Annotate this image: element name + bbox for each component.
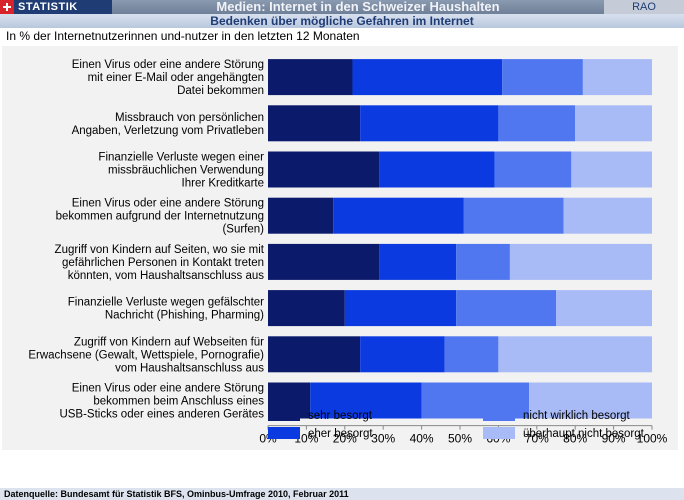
bar-segment — [333, 197, 464, 234]
x-tick-label: 70% — [525, 432, 549, 446]
bar-segment — [352, 59, 503, 96]
bar-segment — [268, 151, 380, 188]
bar-segment — [344, 290, 457, 327]
bar-segment — [529, 382, 652, 419]
bar-segment — [268, 59, 353, 96]
legend-swatch — [268, 427, 300, 439]
x-tick-label: 20% — [333, 432, 357, 446]
bar-segment — [268, 336, 361, 373]
category-label: bekommen beim Anschluss eines — [93, 396, 264, 408]
bar-segment — [509, 243, 652, 280]
header-code: RAO — [604, 0, 684, 14]
bar-segment — [456, 290, 556, 327]
x-tick-label: 10% — [294, 432, 318, 446]
category-label: Zugriff von Kindern auf Webseiten für — [74, 336, 264, 348]
brand-label: STATISTIK — [18, 1, 78, 13]
brand-block: STATISTIK — [0, 0, 112, 14]
bar-segment — [360, 105, 499, 142]
bar-segment — [463, 197, 564, 234]
bar-segment — [268, 197, 334, 234]
bar-segment — [268, 243, 380, 280]
category-label: Einen Virus oder eine andere Störung — [72, 198, 264, 210]
category-label: missbräuchlichen Verwendung — [108, 165, 264, 177]
category-label: Ihrer Kreditkarte — [182, 178, 264, 190]
x-tick-label: 50% — [448, 432, 472, 446]
chart-area: Einen Virus oder eine andere Störung mit … — [2, 46, 678, 450]
category-label: Finanzielle Verluste wegen gefälschter — [68, 297, 264, 309]
legend-label: nicht wirklich besorgt — [523, 410, 631, 422]
category-label: könnten, vom Haushaltsanschluss aus — [68, 270, 264, 282]
chart-title: Bedenken über mögliche Gefahren im Inter… — [0, 14, 684, 28]
bar-segment — [575, 105, 652, 142]
category-label: Nachricht (Phishing, Pharming) — [105, 310, 264, 322]
bar-segment — [502, 59, 583, 96]
bar-segment — [556, 290, 652, 327]
header-bar: STATISTIK Medien: Internet in den Schwei… — [0, 0, 684, 14]
category-label: Datei bekommen — [177, 85, 264, 97]
category-label: Angaben, Verletzung vom Privatleben — [72, 125, 264, 137]
category-label: Missbrauch von persönlichen — [115, 112, 264, 124]
x-tick-label: 90% — [602, 432, 626, 446]
bar-segment — [310, 382, 422, 419]
category-label: Einen Virus oder eine andere Störung — [72, 383, 264, 395]
swiss-flag-icon — [0, 0, 14, 14]
bar-segment — [444, 336, 499, 373]
legend-label: eher besorgt — [308, 428, 373, 440]
legend-swatch — [483, 409, 515, 421]
category-label: mit einer E-Mail oder angehängten — [88, 72, 264, 84]
data-source-footer: Datenquelle: Bundesamt für Statistik BFS… — [0, 488, 684, 500]
stacked-bar-chart: Einen Virus oder eine andere Störungmit … — [28, 50, 668, 446]
x-tick-label: 30% — [371, 432, 395, 446]
x-tick-label: 80% — [563, 432, 587, 446]
bar-segment — [360, 336, 445, 373]
bar-segment — [268, 105, 361, 142]
category-label: Zugriff von Kindern auf Seiten, wo sie m… — [55, 244, 265, 256]
category-label: Einen Virus oder eine andere Störung — [72, 59, 264, 71]
bar-segment — [498, 105, 576, 142]
category-label: gefährlichen Personen in Kontakt treten — [62, 257, 264, 269]
unit-label: In % der Internetnutzerinnen und-nutzer … — [6, 29, 360, 43]
x-tick-label: 40% — [410, 432, 434, 446]
legend-swatch — [268, 409, 300, 421]
bar-segment — [456, 243, 510, 280]
legend-label: sehr besorgt — [308, 410, 373, 422]
category-label: Erwachsene (Gewalt, Wettspiele, Pornogra… — [28, 349, 264, 361]
bar-segment — [379, 151, 495, 188]
bar-segment — [379, 243, 457, 280]
category-label: vom Haushaltsanschluss aus — [115, 362, 264, 374]
legend-swatch — [483, 427, 515, 439]
bar-segment — [571, 151, 652, 188]
x-tick-label: 100% — [637, 432, 668, 446]
category-label: USB-Sticks oder eines anderen Gerätes — [59, 409, 264, 421]
category-label: (Surfen) — [222, 224, 264, 236]
bar-segment — [494, 151, 572, 188]
bar-segment — [563, 197, 652, 234]
bar-segment — [582, 59, 652, 96]
header-title: Medien: Internet in den Schweizer Hausha… — [216, 0, 500, 14]
category-label: Finanzielle Verluste wegen einer — [98, 152, 264, 164]
legend-label: überhaupt nicht besorgt — [523, 428, 645, 440]
category-label: bekommen aufgrund der Internetnutzung — [56, 211, 264, 223]
bar-segment — [498, 336, 652, 373]
bar-segment — [268, 290, 345, 327]
